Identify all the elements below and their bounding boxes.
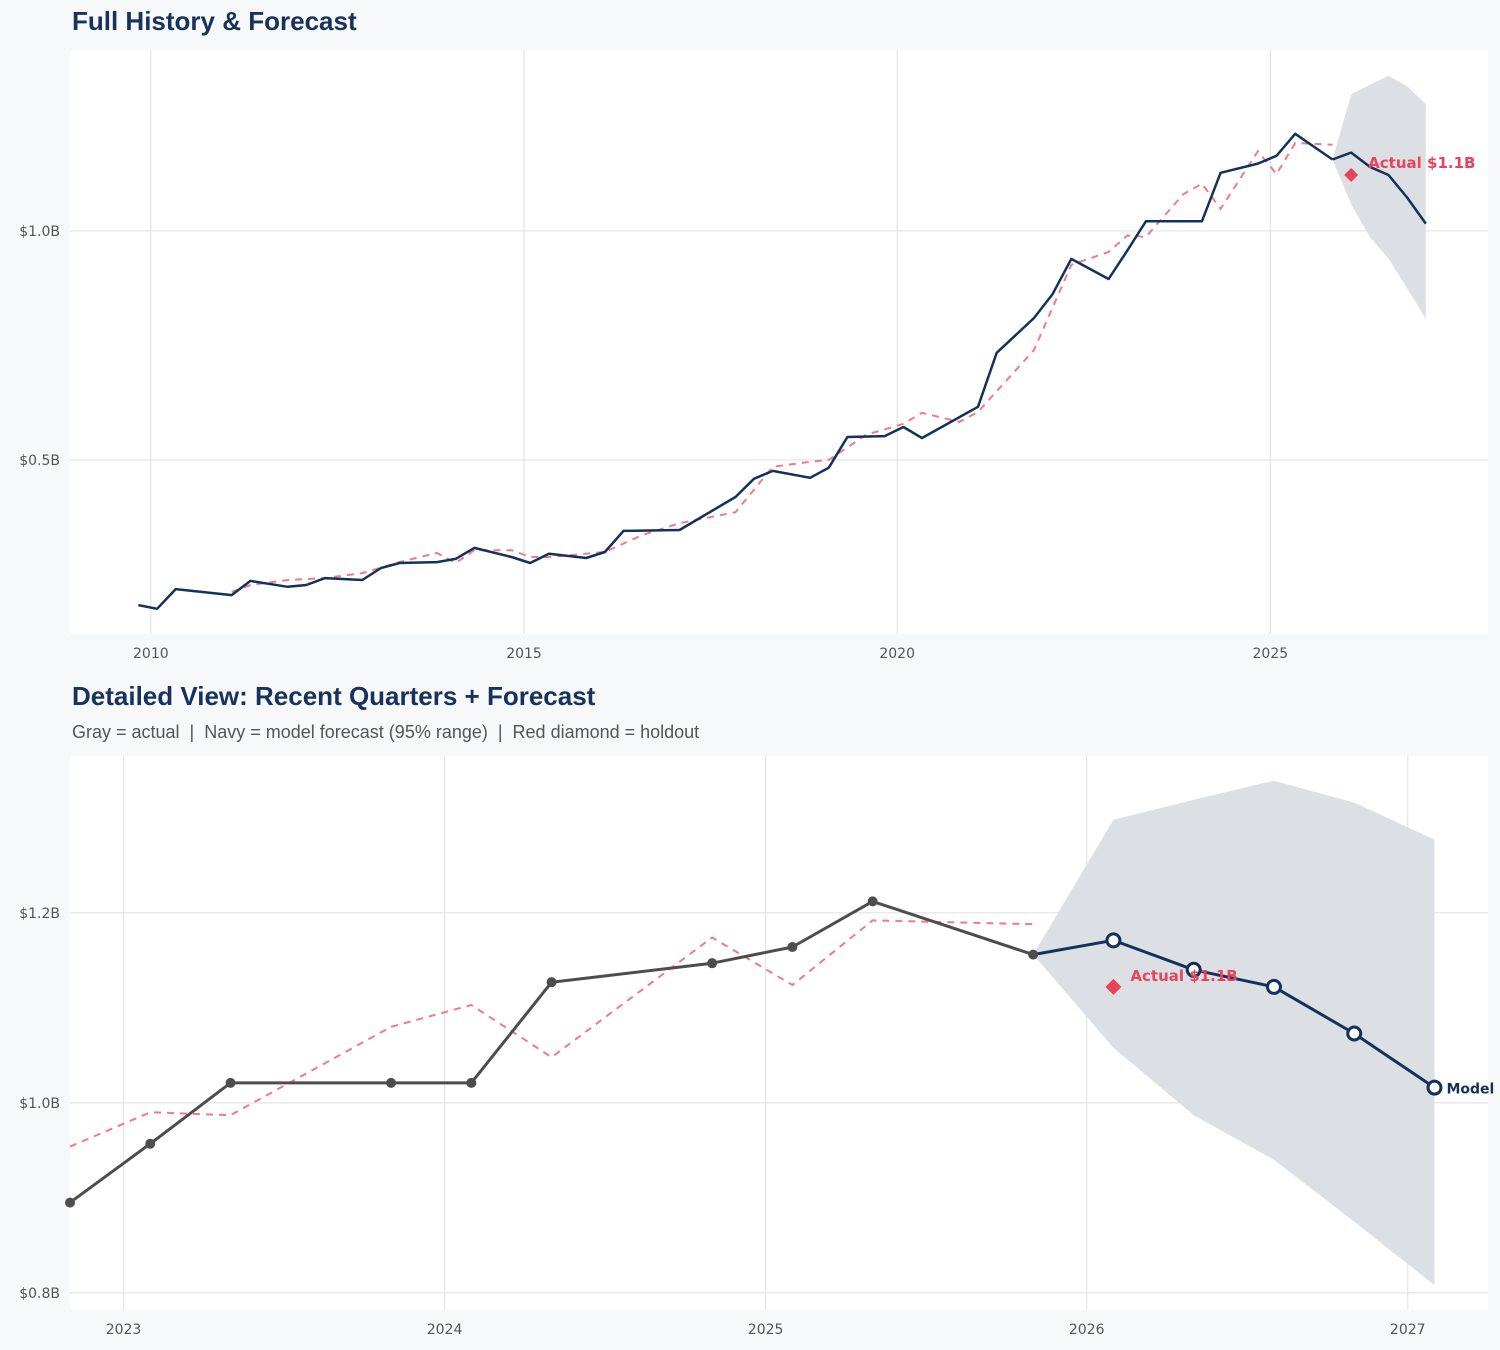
- bottom-forecast-point: [1346, 1025, 1363, 1042]
- bottom-forecast-line: [1032, 938, 1436, 1089]
- bottom-x-tick-label: 2026: [1069, 1322, 1105, 1338]
- bottom-forecast-point: [1185, 961, 1202, 978]
- bottom-chart-subtitle: Gray = actual | Navy = model forecast (9…: [72, 722, 700, 742]
- bottom-x-tick-label: 2024: [427, 1322, 463, 1338]
- bottom-forecast-point: [1426, 1079, 1443, 1096]
- bottom-actual-point: [546, 977, 557, 988]
- top-x-tick-label: 2010: [133, 646, 169, 662]
- bottom-actual-point: [225, 1077, 236, 1088]
- top-forecast-band: [1332, 75, 1426, 319]
- bottom-forecast-band: [1033, 780, 1435, 1286]
- top-chart: 2010 2015 2020 2025 $0.5B $1.0B Actual $1.1B: [19, 50, 1488, 662]
- bottom-actual-point: [867, 896, 878, 907]
- bottom-actual-point: [386, 1077, 397, 1088]
- top-fitted-line: [231, 141, 1333, 593]
- bottom-actual-line: [69, 899, 1034, 1204]
- top-forecast-line: [1332, 151, 1427, 225]
- top-y-tick-label: $0.5B: [19, 453, 60, 469]
- bottom-x-tick-label: 2025: [748, 1322, 784, 1338]
- bottom-actual-point: [145, 1138, 156, 1149]
- top-plot-area: [70, 50, 1488, 634]
- bottom-actual-point: [707, 958, 718, 969]
- bottom-holdout-label: Actual $1.1B: [1130, 967, 1237, 985]
- bottom-forecast-point: [1105, 932, 1122, 949]
- bottom-actual-point: [65, 1197, 75, 1208]
- top-chart-title: Full History & Forecast: [72, 6, 357, 36]
- bottom-y-tick-label: $1.2B: [19, 906, 60, 922]
- bottom-actual-point: [787, 942, 798, 953]
- top-holdout-label: Actual $1.1B: [1368, 154, 1475, 172]
- bottom-chart: 2023 2024 2025 2026 2027 $0.8B $1.0B $1.2B Actua…: [19, 756, 1494, 1338]
- bottom-x-tick-label: 2027: [1390, 1322, 1426, 1338]
- top-x-tick-label: 2020: [879, 646, 915, 662]
- bottom-model-label: Model: [1446, 1082, 1494, 1098]
- bottom-holdout-diamond: [1105, 978, 1122, 995]
- bottom-x-tick-label: 2023: [106, 1322, 142, 1338]
- bottom-actual-point: [466, 1077, 477, 1088]
- bottom-actual-point: [1028, 949, 1039, 960]
- bottom-y-tick-label: $0.8B: [19, 1286, 60, 1302]
- top-x-tick-label: 2025: [1253, 646, 1289, 662]
- top-holdout-diamond: [1344, 168, 1359, 183]
- top-x-tick-label: 2015: [506, 646, 542, 662]
- top-actual-line: [138, 132, 1334, 611]
- bottom-y-tick-label: $1.0B: [19, 1096, 60, 1112]
- bottom-forecast-point: [1265, 978, 1282, 995]
- top-y-tick-label: $1.0B: [19, 224, 60, 240]
- bottom-chart-title: Detailed View: Recent Quarters + Forecas…: [72, 681, 596, 711]
